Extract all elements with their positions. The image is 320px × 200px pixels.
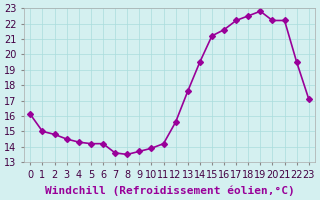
X-axis label: Windchill (Refroidissement éolien,°C): Windchill (Refroidissement éolien,°C) — [45, 185, 294, 196]
